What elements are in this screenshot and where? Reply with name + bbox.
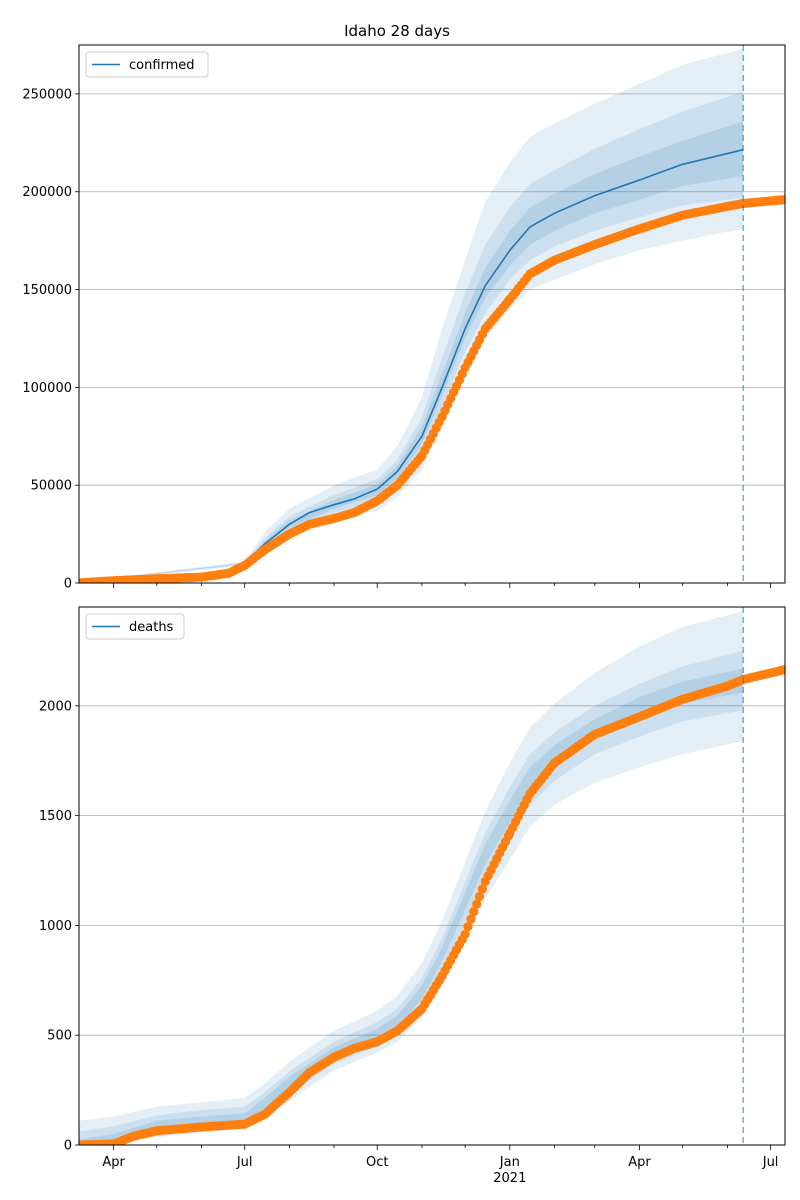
x-tick-label: Jul: [236, 1155, 253, 1170]
y-tick-label: 2000: [39, 699, 72, 714]
y-tick-label: 100000: [22, 381, 72, 396]
y-tick-label: 1500: [39, 809, 72, 824]
y-tick-label: 250000: [22, 87, 72, 102]
x-tick-label: Oct: [366, 1155, 388, 1170]
confidence-band-middle: [79, 92, 744, 583]
confidence-band-middle: [79, 650, 744, 1145]
confidence-band-inner: [79, 121, 744, 583]
plot-area: [79, 611, 785, 1145]
y-tick-label: 0: [64, 1139, 72, 1154]
observed-series: [79, 194, 785, 583]
x-tick-label: Jul: [762, 1155, 779, 1170]
x-tick-year-label: 2021: [493, 1171, 526, 1186]
observed-point: [780, 664, 785, 675]
chart-title: Idaho 28 days: [344, 22, 450, 40]
legend: deaths: [85, 613, 185, 640]
plot-area: [79, 48, 785, 583]
y-tick-label: 1000: [39, 919, 72, 934]
observed-point: [463, 922, 473, 932]
x-tick-label: Apr: [102, 1155, 125, 1170]
legend-box: [85, 51, 209, 78]
observed-point: [466, 914, 476, 924]
y-tick-label: 200000: [22, 185, 72, 200]
deaths-panel: 0 500 1000 1500 2000 Apr Jul Oct Jan Apr Jul 2021 de…: [39, 606, 786, 1186]
observed-point: [474, 891, 485, 902]
observed-point: [469, 907, 479, 917]
y-tick-label: 500: [47, 1029, 72, 1044]
legend: confirmed: [85, 51, 209, 78]
observed-series: [79, 664, 785, 1145]
y-tick-label: 0: [64, 577, 72, 592]
axes-frame: [78, 606, 786, 1146]
legend-box: [85, 613, 185, 640]
observed-point: [780, 194, 785, 205]
confirmed-panel: 0 50000 100000 150000 200000 250000 confirmed: [22, 44, 786, 592]
legend-label: deaths: [129, 620, 174, 635]
y-tick-label: 50000: [31, 479, 72, 494]
legend-label: confirmed: [129, 58, 195, 73]
observed-point: [472, 899, 482, 909]
confidence-band-outer: [79, 48, 744, 583]
observed-point: [460, 929, 470, 939]
x-tick-label: Jan: [499, 1155, 520, 1170]
x-tick-label: Apr: [628, 1155, 651, 1170]
y-tick-label: 150000: [22, 283, 72, 298]
observed-point: [477, 884, 487, 894]
axes-frame: [78, 44, 786, 584]
